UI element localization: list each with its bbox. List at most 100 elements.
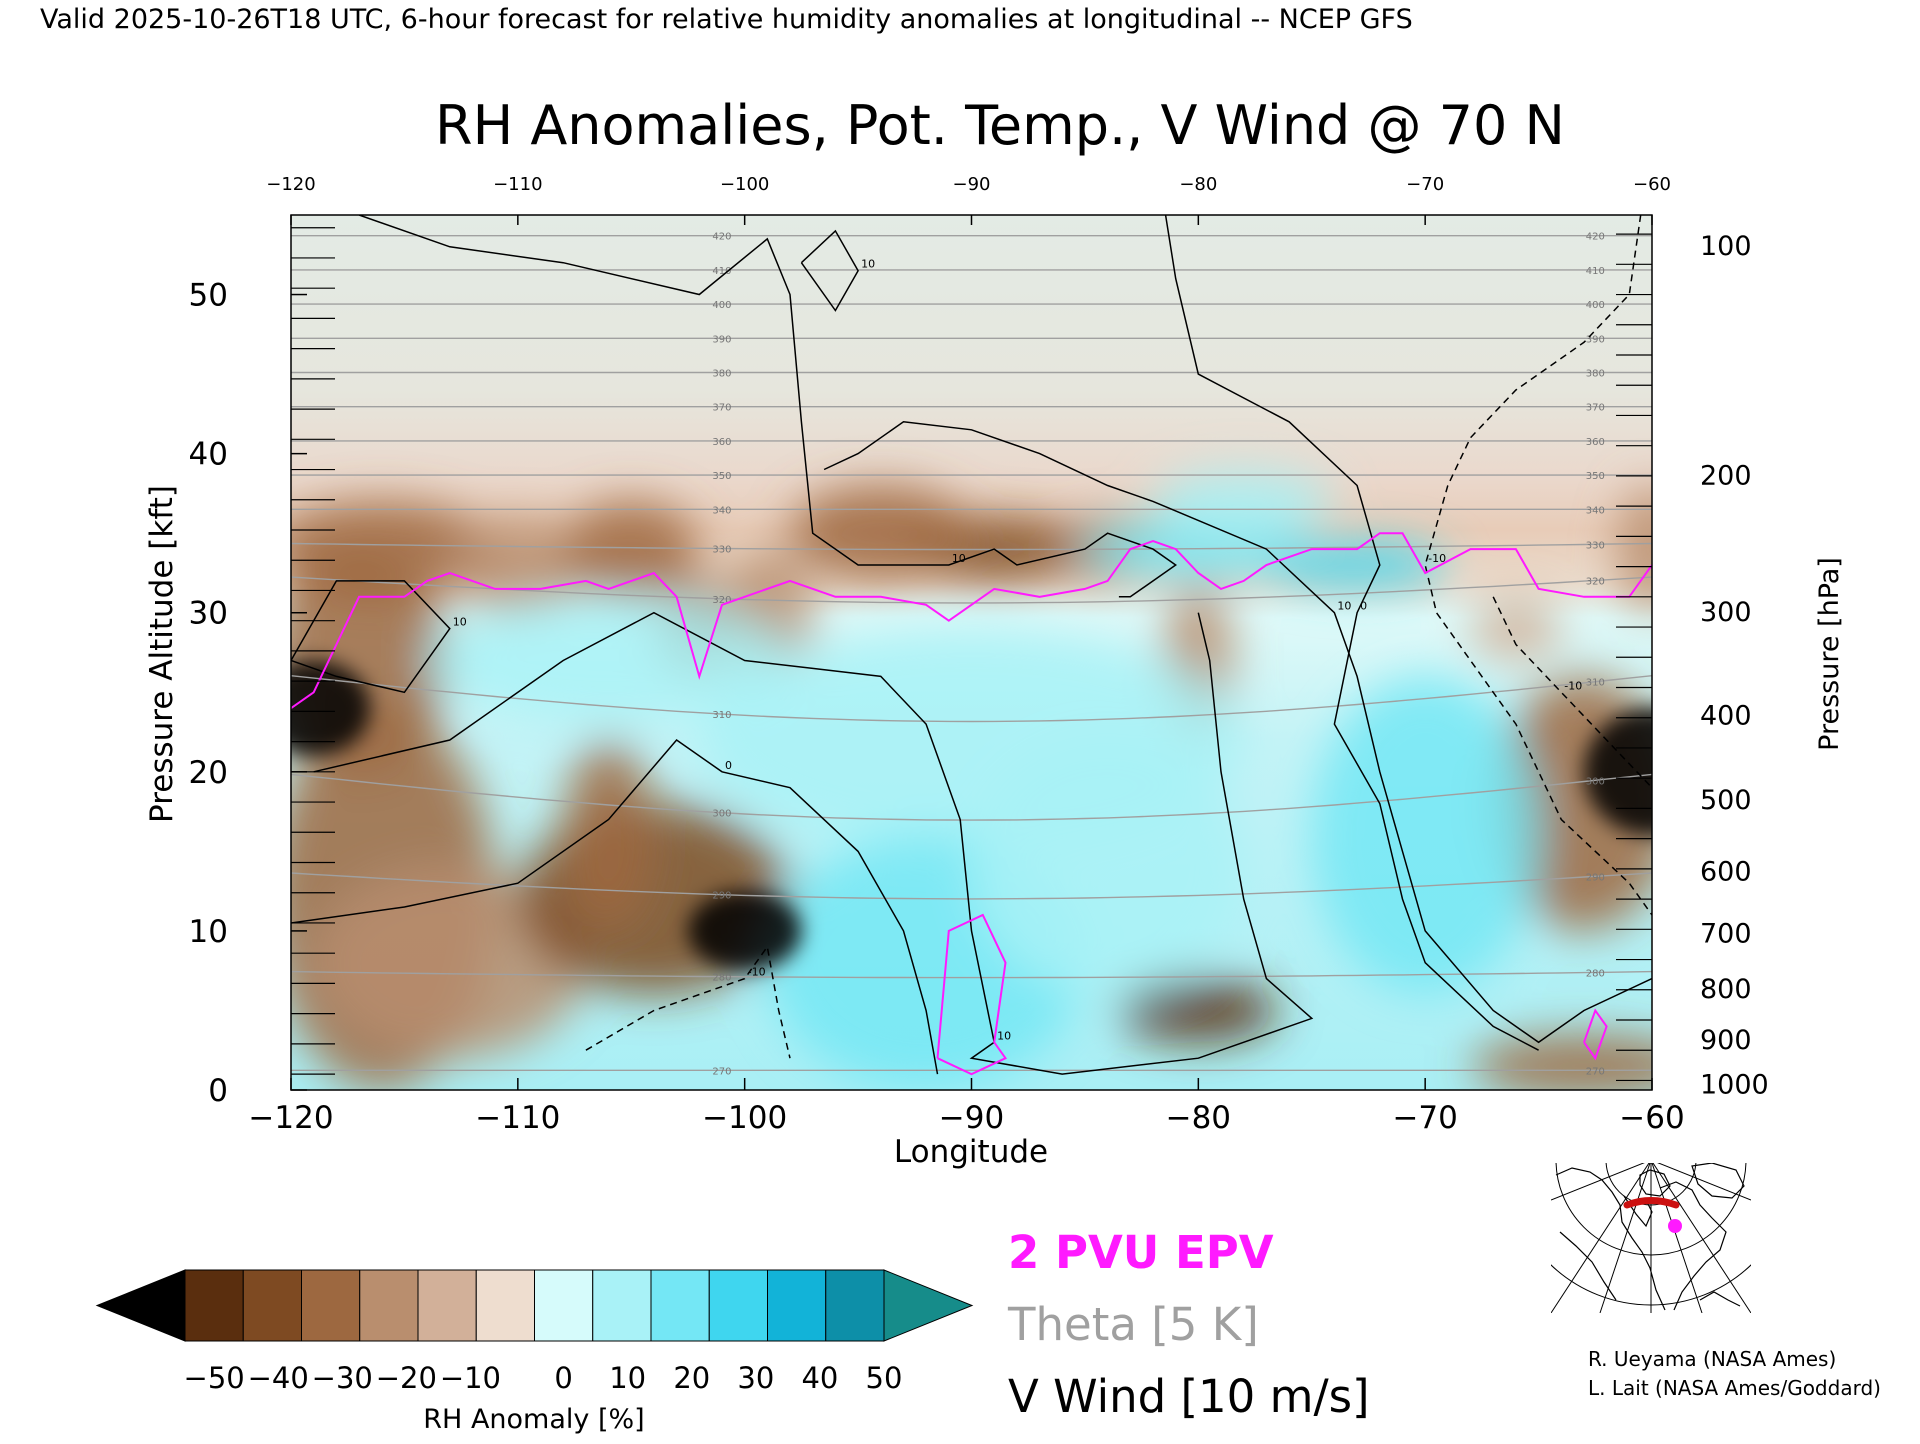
pressure-tick-label: 100 <box>1700 231 1752 262</box>
right-pressure-ticks <box>1616 233 1652 1082</box>
anomaly-blob <box>1583 708 1652 836</box>
colorbar-over-arrow <box>883 1269 974 1342</box>
colorbar-tick-label: −30 <box>312 1361 373 1395</box>
v-wind-contour <box>585 944 791 1059</box>
theta-label: 270 <box>1586 1066 1605 1077</box>
v-wind-contour <box>1492 596 1652 789</box>
anomaly-blob <box>313 867 586 1059</box>
v-wind-label: -10 <box>748 966 766 979</box>
x-tick-label: −90 <box>939 1100 1004 1136</box>
v-wind-contour <box>291 580 451 694</box>
pvu-loop <box>936 913 1008 1076</box>
x-tick-label: −120 <box>248 1100 333 1136</box>
theta-label: 380 <box>712 369 731 380</box>
theta-label: 400 <box>712 300 731 311</box>
y-tick-label: 50 <box>189 278 228 314</box>
y-tick-label: 0 <box>208 1073 228 1109</box>
x-tick-label: −60 <box>1619 1100 1684 1136</box>
x-tick-label: −70 <box>1392 1100 1457 1136</box>
colorbar-swatch <box>475 1269 535 1342</box>
map-location-marker <box>1668 1219 1682 1233</box>
theta-label: 370 <box>1586 403 1605 414</box>
theta-label: 390 <box>712 334 731 345</box>
theta-contour <box>291 872 1652 900</box>
theta-label: 330 <box>712 545 731 556</box>
theta-label: 360 <box>1586 437 1605 448</box>
v-wind-label: 10 <box>1337 600 1351 613</box>
v-wind-contour <box>1424 215 1652 916</box>
colorbar-swatch <box>184 1269 244 1342</box>
anomaly-blob <box>563 740 654 931</box>
v-wind-label: 10 <box>861 258 875 271</box>
x-top-tick-label: −90 <box>953 174 991 195</box>
credit-ueyama: R. Ueyama (NASA Ames) <box>1588 1347 1836 1371</box>
x-tick-label: −110 <box>475 1100 560 1136</box>
map-track <box>1623 1197 1680 1209</box>
x-axis-label: Longitude <box>894 1134 1048 1170</box>
anomaly-blob <box>1266 541 1448 589</box>
colorbar-swatch <box>301 1269 361 1342</box>
theta-label: 320 <box>1586 576 1605 587</box>
y-axis-label: Pressure Altitude [kft] <box>144 485 180 823</box>
x-top-tick-label: −110 <box>493 174 542 195</box>
theta-label: 290 <box>712 891 731 902</box>
theta-label: 310 <box>712 710 731 721</box>
x-top-tick-label: −120 <box>266 174 315 195</box>
pressure-tick-label: 700 <box>1700 919 1752 950</box>
map-coastlines <box>1555 1163 1745 1311</box>
theta-label: 290 <box>1586 872 1605 883</box>
colorbar-tick-label: 0 <box>554 1361 572 1395</box>
v-wind-label: 10 <box>453 616 467 629</box>
colorbar-tick-label: −50 <box>184 1361 245 1395</box>
theta-label: 350 <box>712 471 731 482</box>
v-wind-label: 0 <box>725 759 732 772</box>
theta-label: 400 <box>1586 300 1605 311</box>
anomaly-blob <box>1617 485 1652 613</box>
v-wind-contour <box>800 229 859 312</box>
pvu-loop <box>1583 1008 1608 1061</box>
v-wind-label: 10 <box>952 552 966 565</box>
pressure-tick-label: 300 <box>1700 597 1752 628</box>
theta-label: 320 <box>712 595 731 606</box>
colorbar-swatch <box>417 1269 477 1342</box>
theta-label: 310 <box>1586 678 1605 689</box>
anomaly-blob <box>1152 469 1335 534</box>
colorbar-swatch <box>242 1269 302 1342</box>
pressure-tick-label: 1000 <box>1700 1070 1769 1101</box>
theta-contour <box>291 542 1652 551</box>
x-top-tick-label: −80 <box>1179 174 1217 195</box>
x-tick-label: −80 <box>1166 1100 1231 1136</box>
y-tick-label: 10 <box>189 914 228 950</box>
anomaly-blob <box>687 891 802 971</box>
colorbar-under-arrow <box>95 1269 186 1342</box>
anomaly-blob <box>291 501 496 597</box>
v-wind-label: 0 <box>1360 600 1367 613</box>
y-tick-label: 20 <box>189 755 228 791</box>
theta-label: 370 <box>712 403 731 414</box>
pressure-axis-label: Pressure [hPa] <box>1814 557 1845 751</box>
colorbar-tick-label: −20 <box>376 1361 437 1395</box>
colorbar-swatch <box>592 1269 652 1342</box>
anomaly-blob <box>1311 676 1539 995</box>
y-axis: 0 10 20 30 40 50 <box>189 278 307 1109</box>
colorbar-swatch <box>534 1269 594 1342</box>
theta-label: 420 <box>1586 232 1605 243</box>
colorbar-tick-label: 20 <box>673 1361 710 1395</box>
v-wind-contour <box>1164 215 1539 1051</box>
v-wind-contour <box>358 215 1178 598</box>
anomaly-blob <box>563 501 700 597</box>
theta-label: 410 <box>1586 266 1605 277</box>
x-top-tick-label: −100 <box>720 174 769 195</box>
x-axis: −120 −110 −100 −90 −80 −70 −60 <box>248 1078 1685 1136</box>
x-top-tick-label: −70 <box>1406 174 1444 195</box>
pressure-tick-label: 500 <box>1700 785 1752 816</box>
chart-title: RH Anomalies, Pot. Temp., V Wind @ 70 N <box>435 94 1565 157</box>
theta-contour <box>291 970 1652 979</box>
anomaly-blob <box>291 660 371 756</box>
credit-lait: L. Lait (NASA Ames/Goddard) <box>1588 1376 1881 1400</box>
legend-vwind: V Wind [10 m/s] <box>1008 1370 1370 1423</box>
pvu-contour <box>291 532 1652 1076</box>
colorbar-swatch <box>708 1269 768 1342</box>
y-tick-label: 30 <box>189 596 228 632</box>
